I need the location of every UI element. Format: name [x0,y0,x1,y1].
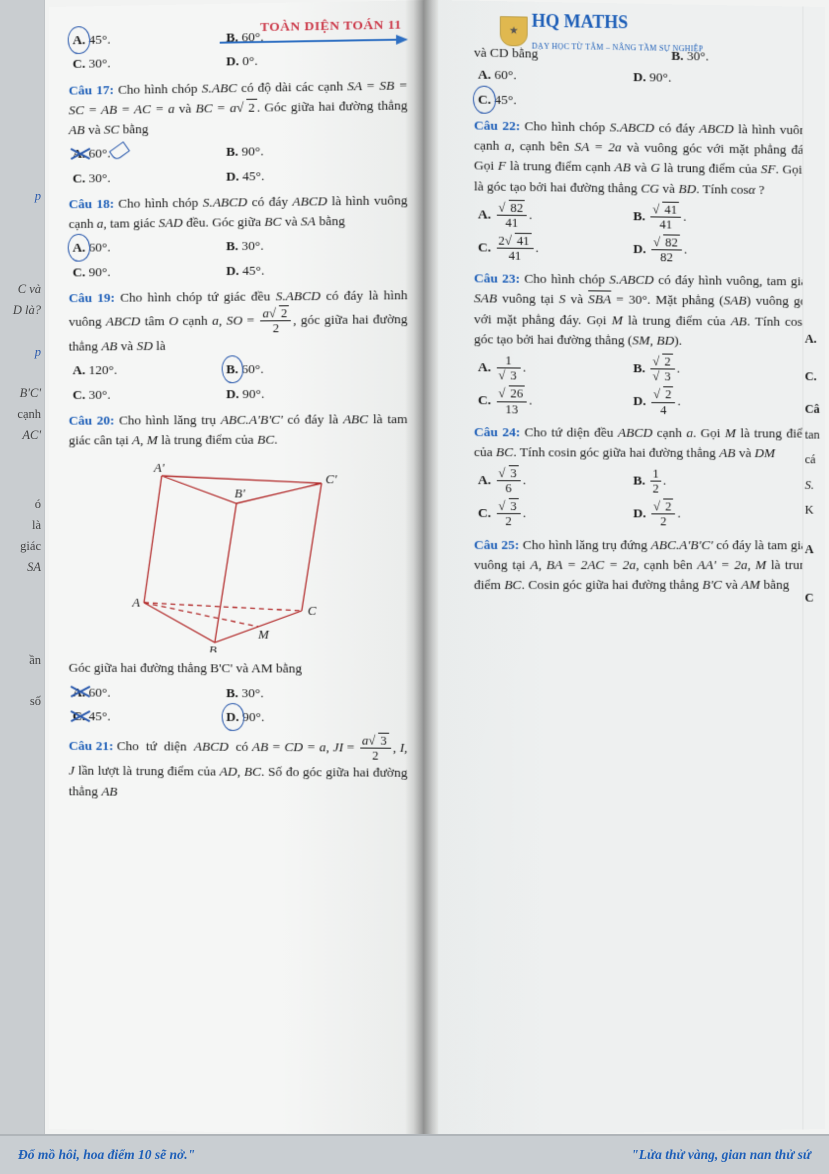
right-page: ★ HQ MATHS DẠY HỌC TỪ TÂM – NÂNG TẦM SỰ … [438,0,824,1136]
q23-opt-d: D. 24. [633,388,773,418]
svg-text:A': A' [153,460,165,475]
q23-opt-c: C. 2613. [477,387,618,417]
brand-tagline: DẠY HỌC TỪ TÂM – NÂNG TẦM SỰ NGHIỆP [531,42,703,54]
q24-opt-a: A. 36. [477,466,618,496]
q22-opt-a: A. 8241. [477,200,618,231]
right-crop-strip: A. C. Câ tan cá S. K A C [801,7,823,1130]
svg-text:B: B [209,643,217,653]
q25-title: Câu 25: [473,537,518,552]
q17-opt-c: C. 30°. [73,166,213,188]
q24-title: Câu 24: [473,424,519,439]
q20-opt-b: B. 30°. [226,683,367,704]
q18-opt-a: A. 60°. [73,237,213,259]
q23-opt-a: A. 13. [477,353,618,383]
q18-opt-c: C. 90°. [73,261,213,282]
footer-left: Đổ mồ hôi, hoa điểm 10 sẽ nở." [18,1147,195,1163]
q24-opt-d: D. 22. [633,500,773,529]
q22-opt-d: D. 8282. [633,235,773,265]
tab-an: ần [0,650,44,671]
q23-title: Câu 23: [473,271,519,286]
q18-opt-d: D. 45°. [226,259,367,281]
question-20: Câu 20: Cho hình lăng trụ ABC.A'B'C' có … [69,409,408,451]
q21-opt-a: A. 60°. [477,65,618,87]
q18-title: Câu 18: [69,196,114,211]
tab-d-la: D là? [0,300,44,321]
question-17: Câu 17: Cho hình chóp S.ABC có độ dài cá… [69,75,408,140]
tab-so: số [0,691,44,712]
svg-text:C': C' [325,472,337,487]
q20-opt-c: C. 45°. [73,706,213,727]
tab-pen-p2: p [0,342,44,363]
tab-bpc: B'C' [0,383,44,404]
q19-opt-c: C. 30°. [73,384,213,405]
q24-opt-b: B. 12. [633,467,773,496]
footer-right: "Lửa thử vàng, gian nan thử sứ [631,1147,811,1163]
svg-text:B': B' [234,486,245,501]
tab-giac: giác [0,536,44,557]
q19-opt-b: B. 60°. [226,359,367,380]
question-22: Câu 22: Cho hình chóp S.ABCD có đáy ABCD… [473,115,812,200]
tab-pen-p1: p [0,186,44,207]
q20-opt-d: D. 90°. [226,707,367,728]
q19-opt-a: A. 120°. [73,360,213,381]
q21-title: Câu 21: [69,738,114,753]
q20-figure: A' C' B' A C B M [69,454,408,654]
svg-text:M: M [257,627,270,642]
q19-opt-d: D. 90°. [226,383,367,404]
q22-opt-b: B. 4141. [633,202,773,233]
question-23: Câu 23: Cho hình chóp S.ABCD có đáy hình… [473,269,812,352]
tab-la: là [0,515,44,536]
question-24: Câu 24: Cho tứ diện đều ABCD cạnh a. Gọi… [473,422,812,464]
q24-opt-c: C. 32. [477,499,618,528]
left-crop-strip: p C và D là? p B'C' cạnh AC' ó là giác S… [0,0,45,1136]
question-19: Câu 19: Cho hình chóp tứ giác đều S.ABCD… [69,285,408,357]
tab-ac: AC' [0,425,44,446]
svg-text:A: A [131,595,140,610]
tab-canh: cạnh [0,404,44,425]
q23-opt-b: B. 23. [633,355,773,385]
shield-icon: ★ [499,16,527,46]
tab-o: ó [0,494,44,515]
q21-opt-d: D. 90°. [633,67,773,89]
q17-opt-d: D. 45°. [226,164,367,186]
page-root: p C và D là? p B'C' cạnh AC' ó là giác S… [0,0,829,1174]
q20-opt-a: A. 60°. [73,682,213,703]
q22-opt-c: C. 24141. [477,233,618,264]
q17-opt-a: A. 60°. [73,142,213,164]
book-spread: TOÀN DIỆN TOÁN 11 A. 45°. B. 60°. [44,0,829,1136]
tab-sa: SA [0,557,44,578]
q18-opt-b: B. 30°. [226,235,367,257]
footer-bar: Đổ mồ hôi, hoa điểm 10 sẽ nở." "Lửa thử … [0,1134,829,1174]
question-18: Câu 18: Cho hình chóp S.ABCD có đáy ABCD… [69,190,408,234]
q22-title: Câu 22: [473,117,519,133]
q17-opt-b: B. 90°. [226,140,367,162]
q17-title: Câu 17: [69,82,114,98]
q21-opt-c: C. 45°. [477,89,618,111]
brand-text: HQ MATHS [531,11,627,33]
question-25: Câu 25: Cho hình lăng trụ đứng ABC.A'B'C… [473,535,812,596]
brand-logo: ★ HQ MATHS DẠY HỌC TỪ TÂM – NÂNG TẦM SỰ … [499,7,702,58]
tab-c-va: C và [0,279,44,300]
q20-title: Câu 20: [69,413,115,428]
left-page: TOÀN DIỆN TOÁN 11 A. 45°. B. 60°. [49,0,437,1136]
svg-text:C: C [307,603,316,618]
q20-caption: Góc giữa hai đường thẳng B'C' và AM bằng [69,658,408,679]
q19-title: Câu 19: [69,290,115,305]
question-21: Câu 21: Cho tứ diện ABCD có AB = CD = a,… [69,732,408,803]
